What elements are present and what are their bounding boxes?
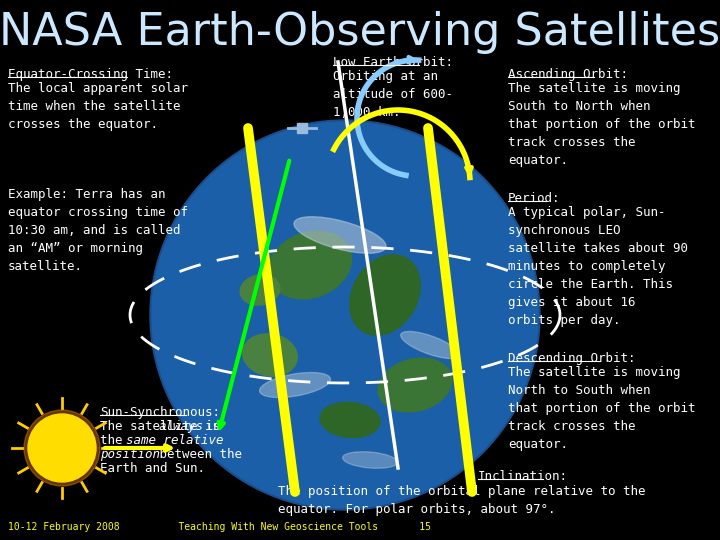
Text: Equator-Crossing Time:: Equator-Crossing Time: [8,68,173,81]
Ellipse shape [320,402,380,437]
Circle shape [152,122,538,508]
Text: Inclination:: Inclination: [478,470,568,483]
Text: between the: between the [152,448,242,461]
Ellipse shape [269,231,351,299]
Text: The satellite is moving
South to North when
that portion of the orbit
track cros: The satellite is moving South to North w… [508,82,696,167]
Circle shape [28,414,96,482]
Text: the: the [100,434,130,447]
Text: Earth and Sun.: Earth and Sun. [100,462,205,475]
Text: always: always [158,420,204,433]
Ellipse shape [401,332,459,359]
Ellipse shape [343,451,397,468]
Ellipse shape [350,255,420,335]
Text: Orbiting at an
altitude of 600-
1,000 km.: Orbiting at an altitude of 600- 1,000 km… [333,70,453,119]
Ellipse shape [259,373,330,397]
Text: in: in [197,420,220,433]
Text: same relative: same relative [126,434,223,447]
Text: Low Earth Orbit:: Low Earth Orbit: [333,56,453,69]
Text: Period:: Period: [508,192,560,205]
Text: Example: Terra has an
equator crossing time of
10:30 am, and is called
an “AM” o: Example: Terra has an equator crossing t… [8,188,188,273]
Ellipse shape [294,217,386,253]
Text: position: position [100,448,160,461]
Text: NASA Earth-Observing Satellites: NASA Earth-Observing Satellites [0,10,720,53]
Text: Sun-Synchronous:: Sun-Synchronous: [100,406,220,419]
Text: 10-12 February 2008          Teaching With New Geoscience Tools       15: 10-12 February 2008 Teaching With New Ge… [8,522,431,532]
Text: The satellite is moving
North to South when
that portion of the orbit
track cros: The satellite is moving North to South w… [508,366,696,451]
Text: Descending Orbit:: Descending Orbit: [508,352,636,365]
Text: The satellite is: The satellite is [100,420,228,433]
Circle shape [24,410,100,486]
Text: The local apparent solar
time when the satellite
crosses the equator.: The local apparent solar time when the s… [8,82,188,131]
Text: A typical polar, Sun-
synchronous LEO
satellite takes about 90
minutes to comple: A typical polar, Sun- synchronous LEO sa… [508,206,688,327]
Ellipse shape [243,334,297,376]
Text: The position of the orbital plane relative to the
equator. For polar orbits, abo: The position of the orbital plane relati… [278,485,646,516]
Circle shape [150,120,540,510]
Text: Ascending Orbit:: Ascending Orbit: [508,68,628,81]
Ellipse shape [378,358,452,412]
Ellipse shape [240,275,280,305]
